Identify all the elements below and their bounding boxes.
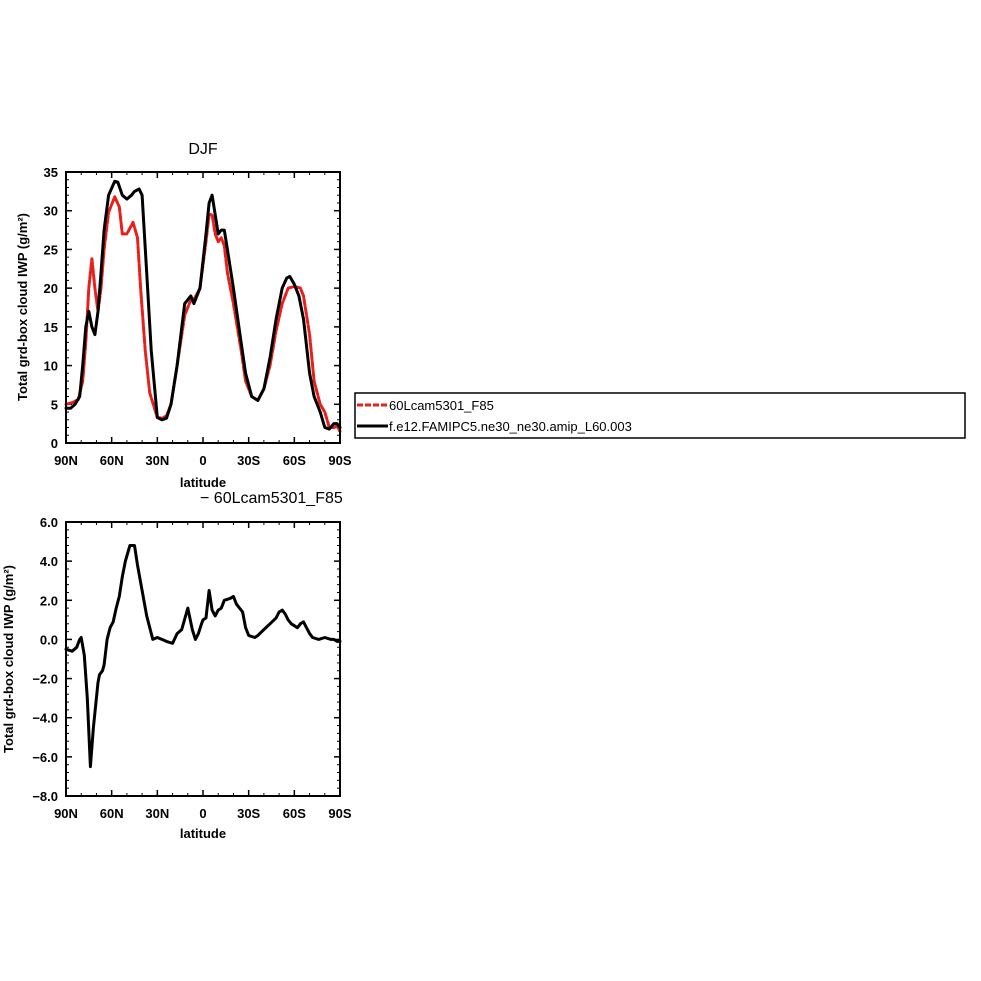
y-tick-label: −2.0 (32, 672, 58, 687)
x-tick-label: 30N (145, 806, 169, 821)
plot-frame (65, 171, 341, 444)
y-tick-label: 15 (44, 320, 58, 335)
legend: 60Lcam5301_F85 f.e12.FAMIPC5.ne30_ne30.a… (354, 392, 966, 439)
x-axis-label: latitude (180, 826, 226, 841)
chart-title: − 60Lcam5301_F85 (200, 490, 343, 507)
x-tick-label: 60N (100, 806, 124, 821)
x-axis-label: latitude (180, 475, 226, 490)
iwp-difference-chart: − 60Lcam5301_F85 −8.0 −6.0 −4.0 −2.0 0.0 2.0 4… (1, 490, 352, 841)
x-tick-label: 60S (283, 806, 306, 821)
y-tick-label: 0 (51, 436, 58, 451)
y-tick-label: 20 (44, 281, 58, 296)
y-tick-label: −8.0 (32, 789, 58, 804)
x-tick-label: 90N (54, 453, 78, 468)
chart-title: DJF (188, 141, 218, 158)
y-axis-label: Total grd-box cloud IWP (g/m²) (1, 565, 16, 753)
y-tick-label: 4.0 (40, 554, 58, 569)
series-lines (64, 179, 342, 433)
y-tick-label: 10 (44, 359, 58, 374)
y-tick-label: 35 (44, 165, 58, 180)
x-tick-label: 60N (100, 453, 124, 468)
y-tick-label: 5 (51, 397, 58, 412)
y-tick-label: −4.0 (32, 711, 58, 726)
y-tick-label: −6.0 (32, 750, 58, 765)
legend-label-series-2: f.e12.FAMIPC5.ne30_ne30.amip_L60.003 (389, 419, 632, 434)
x-tick-label: 30S (237, 453, 260, 468)
y-tick-label: 30 (44, 204, 58, 219)
y-ticks: 0 5 10 15 20 25 30 35 (44, 165, 340, 451)
x-ticks: 90N 60N 30N 0 30S 60S 90S (54, 522, 352, 821)
series-lines (64, 544, 342, 769)
y-tick-label: 0.0 (40, 632, 58, 647)
x-tick-label: 90N (54, 806, 78, 821)
x-tick-label: 90S (328, 453, 351, 468)
plot-frame (65, 521, 341, 797)
x-tick-label: 60S (283, 453, 306, 468)
y-axis-label: Total grd-box cloud IWP (g/m²) (15, 213, 30, 401)
y-ticks: −8.0 −6.0 −4.0 −2.0 0.0 2.0 4.0 6.0 (32, 515, 340, 804)
y-tick-label: 25 (44, 242, 58, 257)
legend-box (354, 392, 966, 439)
series-line-1 (64, 544, 342, 769)
series-line-1 (64, 195, 342, 433)
x-tick-label: 0 (199, 806, 206, 821)
legend-label-series-1: 60Lcam5301_F85 (389, 398, 494, 413)
x-tick-label: 30N (145, 453, 169, 468)
series-line-2 (64, 179, 342, 431)
iwp-line-chart: DJF 0 5 10 15 20 25 30 35 90N 60N 30N 0 30S 60S 90S l… (15, 141, 352, 490)
x-tick-label: 0 (199, 453, 206, 468)
y-tick-label: 6.0 (40, 515, 58, 530)
x-tick-label: 30S (237, 806, 260, 821)
y-tick-label: 2.0 (40, 593, 58, 608)
x-tick-label: 90S (328, 806, 351, 821)
